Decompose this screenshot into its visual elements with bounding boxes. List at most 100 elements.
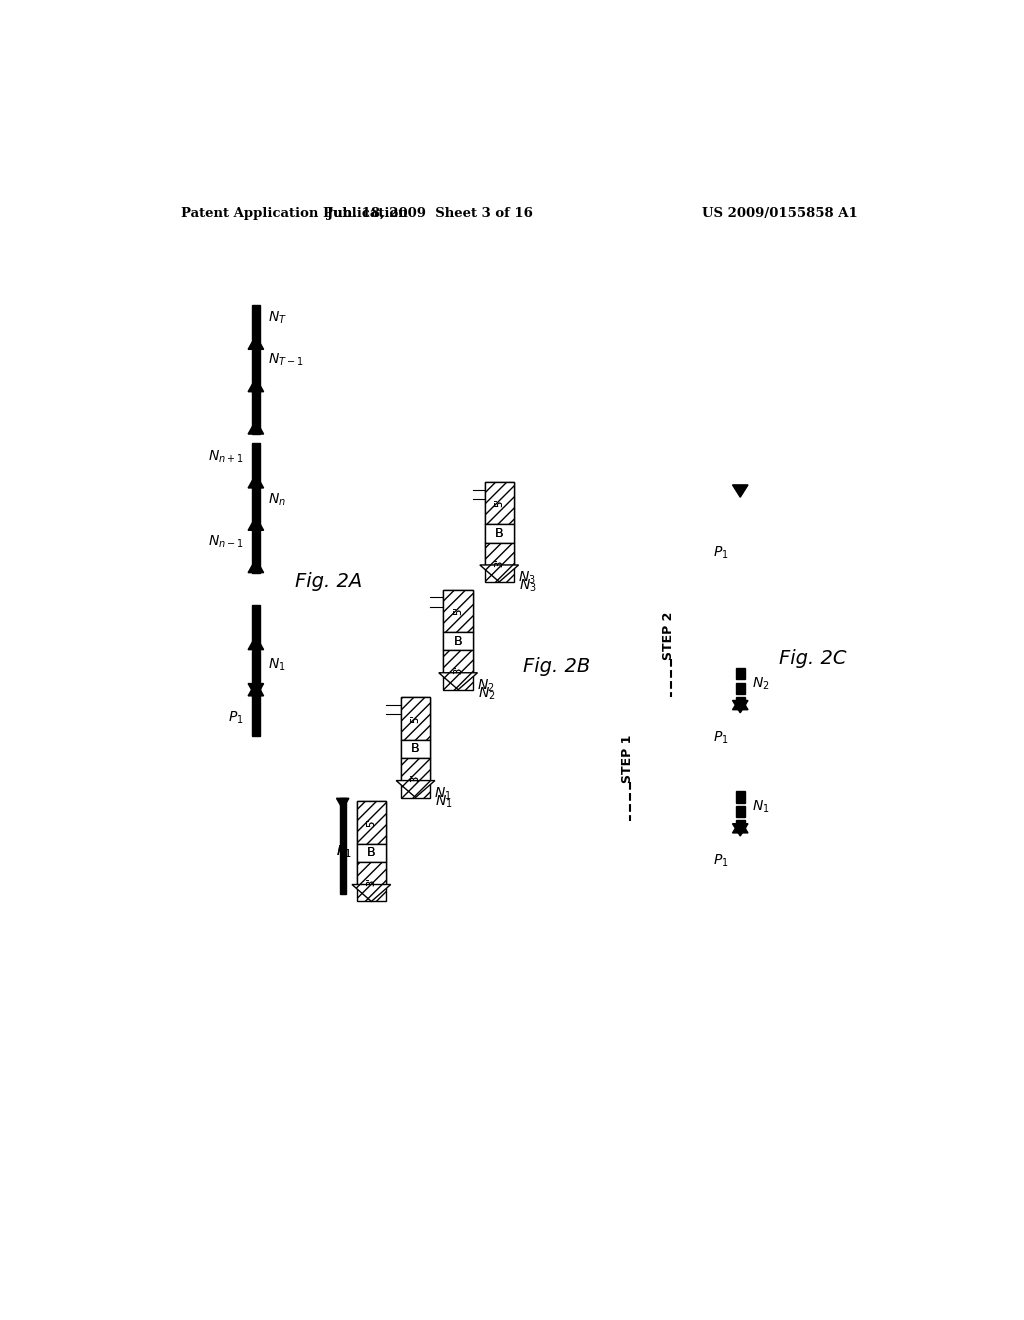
Polygon shape <box>732 701 748 713</box>
Text: B: B <box>454 635 463 648</box>
Bar <box>736 820 744 832</box>
Bar <box>736 697 744 708</box>
Bar <box>400 697 430 739</box>
Bar <box>400 739 430 758</box>
Polygon shape <box>248 682 263 696</box>
Polygon shape <box>480 565 518 582</box>
Bar <box>443 651 473 673</box>
Text: 5': 5' <box>367 818 377 826</box>
Polygon shape <box>732 697 748 710</box>
Text: $N_2$: $N_2$ <box>477 685 496 702</box>
Text: $P_1$: $P_1$ <box>228 709 244 726</box>
Text: $P_1$: $P_1$ <box>713 729 729 746</box>
Bar <box>443 632 473 651</box>
Polygon shape <box>248 335 263 350</box>
Bar <box>252 305 260 350</box>
Polygon shape <box>337 799 349 809</box>
Text: Fig. 2B: Fig. 2B <box>523 657 591 676</box>
Polygon shape <box>732 821 748 833</box>
Bar <box>484 543 514 565</box>
Text: $N_1$: $N_1$ <box>435 793 453 809</box>
Text: 3': 3' <box>495 558 504 566</box>
Bar <box>443 651 473 689</box>
Text: $N_{n+1}$: $N_{n+1}$ <box>208 449 244 466</box>
Text: 5': 5' <box>495 499 504 507</box>
Polygon shape <box>248 684 263 697</box>
Text: B: B <box>495 527 504 540</box>
Text: $P_1$: $P_1$ <box>713 544 729 561</box>
Text: 3': 3' <box>495 558 504 566</box>
Polygon shape <box>248 474 263 488</box>
Text: US 2009/0155858 A1: US 2009/0155858 A1 <box>701 207 857 220</box>
Text: $P_1$: $P_1$ <box>713 853 729 869</box>
Text: 3': 3' <box>411 774 421 783</box>
Polygon shape <box>248 636 263 649</box>
Bar <box>252 389 260 434</box>
Bar <box>400 739 430 758</box>
Bar <box>252 528 260 573</box>
Bar <box>340 799 346 894</box>
Bar <box>252 684 260 737</box>
Polygon shape <box>248 378 263 392</box>
Bar <box>356 801 386 843</box>
Bar <box>443 590 473 632</box>
Polygon shape <box>732 824 748 836</box>
Polygon shape <box>248 420 263 434</box>
Text: STEP 2: STEP 2 <box>662 611 675 660</box>
Bar <box>400 758 430 780</box>
Bar <box>252 486 260 531</box>
Bar <box>356 862 386 902</box>
Text: 5': 5' <box>367 818 377 826</box>
Bar <box>356 843 386 862</box>
Polygon shape <box>352 884 391 902</box>
Text: 5': 5' <box>411 714 421 723</box>
Bar <box>400 697 430 739</box>
Text: 3': 3' <box>367 878 377 886</box>
Bar <box>484 482 514 524</box>
Polygon shape <box>248 558 263 573</box>
Text: $N_1$: $N_1$ <box>434 785 452 801</box>
Text: B: B <box>412 742 420 755</box>
Text: Fig. 2A: Fig. 2A <box>295 573 361 591</box>
Text: B: B <box>454 635 463 648</box>
Bar <box>356 801 386 843</box>
Text: B: B <box>412 742 420 755</box>
Text: Fig. 2C: Fig. 2C <box>779 649 847 668</box>
Text: Jun. 18, 2009  Sheet 3 of 16: Jun. 18, 2009 Sheet 3 of 16 <box>328 207 534 220</box>
Bar <box>484 543 514 582</box>
Bar <box>356 862 386 884</box>
Text: B: B <box>495 527 504 540</box>
Bar <box>736 682 744 694</box>
Polygon shape <box>732 484 748 498</box>
Bar <box>443 632 473 651</box>
Text: $N_2$: $N_2$ <box>752 676 769 692</box>
Text: $N_{n-1}$: $N_{n-1}$ <box>208 533 244 550</box>
Text: 5': 5' <box>454 606 463 615</box>
Bar <box>356 843 386 862</box>
Bar <box>484 482 514 524</box>
Polygon shape <box>248 516 263 531</box>
Text: B: B <box>367 846 376 859</box>
Text: $P_1$: $P_1$ <box>336 843 352 859</box>
Bar <box>252 444 260 488</box>
Text: 5': 5' <box>454 606 463 615</box>
Text: $N_1$: $N_1$ <box>752 799 769 814</box>
Text: $N_T$: $N_T$ <box>268 310 288 326</box>
Text: B: B <box>367 846 376 859</box>
Polygon shape <box>396 780 435 797</box>
Text: 5': 5' <box>411 714 421 723</box>
Text: 3': 3' <box>454 665 463 675</box>
Text: $P_1$: $P_1$ <box>336 843 352 859</box>
Text: 5': 5' <box>495 499 504 507</box>
Text: $N_2$: $N_2$ <box>477 677 495 694</box>
Bar <box>736 668 744 680</box>
Text: $N_3$: $N_3$ <box>518 570 536 586</box>
Text: $N_{T-1}$: $N_{T-1}$ <box>268 352 304 368</box>
Bar <box>736 792 744 803</box>
Bar <box>252 347 260 392</box>
Text: 3': 3' <box>454 665 463 675</box>
Text: $N_n$: $N_n$ <box>268 491 286 508</box>
Text: $N_1$: $N_1$ <box>268 657 286 673</box>
Polygon shape <box>438 673 477 689</box>
Bar <box>443 590 473 632</box>
